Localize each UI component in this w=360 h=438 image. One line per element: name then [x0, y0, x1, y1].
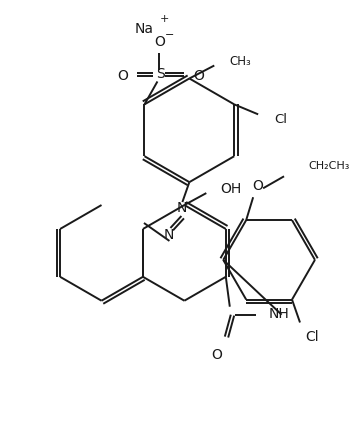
Text: Na: Na [135, 21, 154, 35]
Text: −: − [165, 30, 174, 39]
Text: S: S [156, 67, 165, 81]
Text: O: O [193, 70, 204, 84]
Text: +: + [160, 14, 169, 24]
Text: CH₃: CH₃ [229, 55, 251, 68]
Text: O: O [154, 35, 165, 49]
Text: N: N [176, 201, 186, 215]
Text: N: N [163, 228, 174, 242]
Text: CH₂CH₃: CH₂CH₃ [308, 161, 349, 171]
Text: O: O [211, 347, 222, 361]
Text: Cl: Cl [274, 113, 287, 126]
Text: NH: NH [269, 307, 289, 321]
Text: O: O [253, 179, 264, 193]
Text: O: O [117, 70, 128, 84]
Text: OH: OH [220, 182, 242, 196]
Text: Cl: Cl [305, 330, 319, 344]
